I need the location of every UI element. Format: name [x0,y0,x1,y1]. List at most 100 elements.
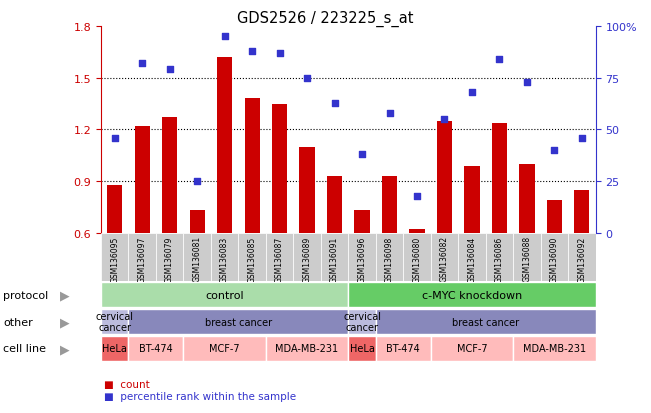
Text: BT-474: BT-474 [139,344,173,354]
Text: GSM136083: GSM136083 [220,236,229,282]
Bar [464,166,480,233]
Bar [513,233,541,281]
Bar [272,104,287,233]
Text: c-MYC knockdown: c-MYC knockdown [422,290,522,300]
Bar [266,336,348,361]
Bar [431,233,458,281]
Point [412,193,422,199]
Bar [156,233,184,281]
Bar [162,118,177,233]
Bar [128,233,156,281]
Bar [348,336,376,361]
Bar [266,233,294,281]
Text: GSM136084: GSM136084 [467,236,477,282]
Text: BT-474: BT-474 [387,344,420,354]
Point [577,135,587,142]
Text: protocol: protocol [3,290,49,300]
Text: other: other [3,317,33,327]
Point [357,152,367,158]
Bar [128,309,348,334]
Text: GDS2526 / 223225_s_at: GDS2526 / 223225_s_at [237,10,414,26]
Bar [376,309,596,334]
Point [494,57,505,63]
Bar [135,127,150,233]
Bar [294,233,321,281]
Bar [348,309,376,334]
Text: ▶: ▶ [61,342,70,355]
Point [137,61,147,67]
Text: cervical
cancer: cervical cancer [96,311,133,332]
Bar [238,233,266,281]
Bar [382,177,397,233]
Bar [355,211,370,233]
Text: MCF-7: MCF-7 [209,344,240,354]
Text: GSM136098: GSM136098 [385,236,394,282]
Text: GSM136089: GSM136089 [303,236,312,282]
Bar [184,336,266,361]
Text: GSM136086: GSM136086 [495,236,504,282]
Bar [348,282,596,307]
Point [274,50,284,57]
Text: GSM136090: GSM136090 [550,236,559,282]
Bar [101,233,128,281]
Bar [458,233,486,281]
Point [165,67,175,74]
Text: GSM136091: GSM136091 [330,236,339,282]
Text: MCF-7: MCF-7 [456,344,488,354]
Point [109,135,120,142]
Bar [101,309,128,334]
Text: GSM136096: GSM136096 [357,236,367,282]
Point [521,79,532,86]
Point [467,90,477,96]
Bar [128,336,184,361]
Bar [492,123,507,233]
Text: GSM136082: GSM136082 [440,236,449,282]
Point [549,147,560,154]
Bar [189,211,204,233]
Text: cell line: cell line [3,344,46,354]
Text: MDA-MB-231: MDA-MB-231 [523,344,586,354]
Bar [547,201,562,233]
Bar [348,233,376,281]
Bar [184,233,211,281]
Bar [519,164,534,233]
Point [439,116,450,123]
Bar [101,336,128,361]
Text: MDA-MB-231: MDA-MB-231 [275,344,339,354]
Bar [107,185,122,233]
Point [384,110,395,117]
Text: breast cancer: breast cancer [205,317,272,327]
Text: GSM136092: GSM136092 [577,236,587,282]
Bar [403,233,431,281]
Text: ▶: ▶ [61,315,70,328]
Bar [101,282,348,307]
Bar [568,233,596,281]
Point [329,100,340,107]
Text: cervical
cancer: cervical cancer [343,311,381,332]
Bar [376,336,431,361]
Bar [513,336,596,361]
Bar [431,336,513,361]
Bar [245,99,260,233]
Bar [321,233,348,281]
Text: GSM136087: GSM136087 [275,236,284,282]
Bar [486,233,513,281]
Text: GSM136081: GSM136081 [193,236,202,282]
Bar [409,230,424,233]
Text: HeLa: HeLa [350,344,374,354]
Bar [437,121,452,233]
Bar [574,190,590,233]
Text: GSM136095: GSM136095 [110,236,119,282]
Bar [299,147,314,233]
Text: GSM136088: GSM136088 [523,236,531,282]
Text: ■  percentile rank within the sample: ■ percentile rank within the sample [104,392,296,401]
Point [302,75,312,82]
Point [192,178,202,185]
Text: control: control [205,290,244,300]
Point [247,48,257,55]
Text: ▶: ▶ [61,288,70,301]
Text: HeLa: HeLa [102,344,127,354]
Bar [211,233,238,281]
Text: ■  count: ■ count [104,379,150,389]
Bar [217,58,232,233]
